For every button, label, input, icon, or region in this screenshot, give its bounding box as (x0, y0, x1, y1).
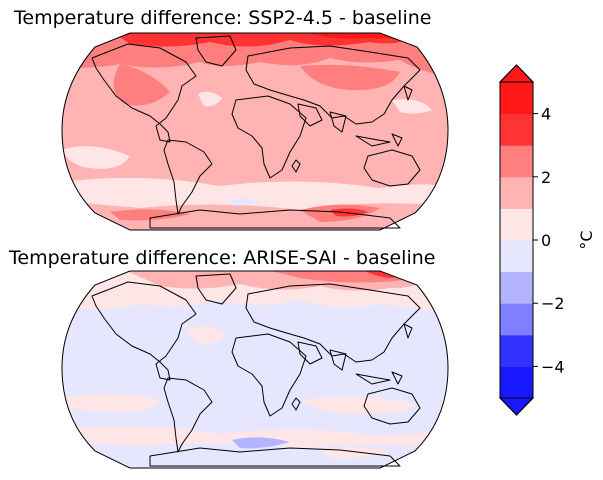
colorbar-band (500, 366, 533, 399)
bottom-coast-greenland (195, 273, 237, 305)
bottom-coast-arabia (297, 341, 323, 365)
colorbar-bands (500, 82, 533, 399)
bottom-atlantic-pale-red (186, 325, 226, 344)
colorbar-ticks: 4 2 0 −2 −4 (533, 105, 565, 376)
colorbar-unit-label: °C (577, 230, 596, 249)
bottom-map-fields (62, 271, 448, 468)
bottom-southern-blue (232, 437, 290, 449)
top-map-title: Temperature difference: SSP2-4.5 - basel… (14, 7, 432, 29)
bottom-coast-japan (403, 323, 413, 339)
top-north-america-red (113, 64, 170, 106)
top-map (61, 32, 449, 231)
top-coast-africa (231, 95, 307, 179)
colorbar-band (500, 208, 533, 241)
top-coast-madagascar (291, 159, 301, 173)
colorbar-tick-label: −4 (541, 357, 565, 376)
top-coast-eurasia (245, 45, 421, 125)
bottom-southern-pale-red (62, 425, 448, 448)
colorbar-extend-bottom (498, 397, 535, 416)
top-coast-antarctica (149, 209, 401, 229)
bottom-coast-antarctica (149, 447, 401, 467)
bottom-coast-south-america (163, 377, 213, 453)
top-coast-india (329, 111, 347, 133)
colorbar: 4 2 0 −2 −4 °C (498, 64, 596, 416)
colorbar-band (500, 82, 533, 115)
colorbar-outline (499, 64, 534, 416)
top-coast-north-america (91, 43, 197, 143)
top-pacific-pale (62, 146, 130, 169)
top-coast-australia (363, 149, 421, 187)
bottom-coast-north-america (91, 281, 197, 381)
top-southern-ocean-blue (228, 198, 260, 206)
top-atlantic-pale (198, 91, 222, 107)
colorbar-tick-label: −2 (541, 294, 565, 313)
colorbar-band (500, 303, 533, 336)
top-coast-arabia (297, 103, 323, 127)
bottom-coastlines (91, 273, 421, 467)
colorbar-band (500, 334, 533, 367)
bottom-coast-madagascar (291, 397, 301, 411)
bottom-pacific-pale-red (62, 393, 160, 413)
top-southern-ocean-pale (62, 177, 448, 210)
top-map-border (61, 32, 449, 231)
colorbar-band (500, 145, 533, 178)
colorbar-band (500, 271, 533, 304)
colorbar-tick-label: 0 (541, 231, 551, 250)
colorbar-band (500, 240, 533, 273)
bottom-indian-pale-red (300, 396, 420, 415)
bottom-coast-africa (231, 333, 307, 417)
top-coastlines (91, 35, 421, 229)
top-coast-south-america (163, 139, 213, 215)
colorbar-tick-label: 4 (541, 105, 551, 124)
top-coast-japan (403, 85, 413, 101)
bottom-map-border (61, 270, 449, 469)
bottom-coast-india (329, 349, 347, 371)
top-map-fields (62, 33, 448, 230)
bottom-map-title: Temperature difference: ARISE-SAI - base… (9, 247, 436, 269)
colorbar-extend-top (498, 64, 535, 83)
top-coast-greenland (195, 35, 237, 67)
top-siberia-red (300, 64, 400, 91)
colorbar-band (500, 113, 533, 146)
top-antarctic-left-red (110, 209, 190, 221)
bottom-coast-indonesia (355, 371, 403, 385)
bottom-coast-eurasia (245, 283, 421, 363)
top-north-pacific-pale (392, 99, 432, 114)
colorbar-band (500, 176, 533, 209)
top-coast-indonesia (355, 133, 403, 147)
bottom-coast-australia (363, 387, 421, 425)
bottom-map (61, 270, 449, 469)
colorbar-tick-label: 2 (541, 168, 551, 187)
